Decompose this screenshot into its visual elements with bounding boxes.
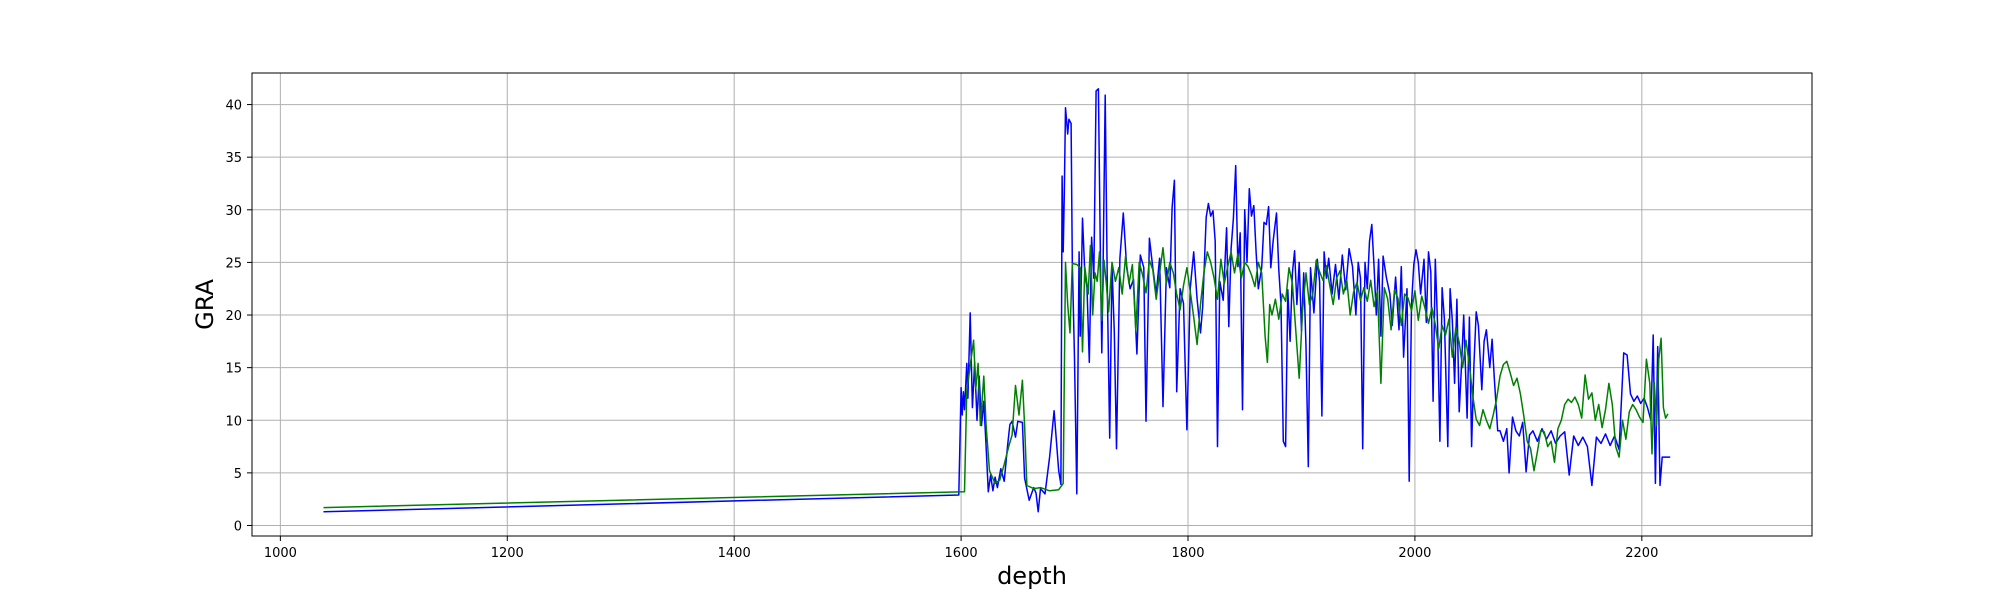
y-tick-label: 35 <box>225 151 242 166</box>
x-tick-label: 2200 <box>1625 546 1658 561</box>
y-axis-label: GRA <box>191 279 219 330</box>
x-axis-label: depth <box>997 562 1067 590</box>
series-line-1 <box>323 88 1671 513</box>
y-tick-label: 30 <box>225 204 242 219</box>
y-tick-label: 5 <box>234 467 242 482</box>
x-tick-label: 1800 <box>1171 546 1204 561</box>
series-group <box>323 88 1671 513</box>
axis-ticks: 1000 1200 1400 1600 1800 2000 2200 0 5 10 15 20 25 30… <box>225 99 1658 561</box>
y-tick-label: 40 <box>225 99 242 114</box>
y-tick-label: 25 <box>225 256 242 271</box>
y-tick-label: 0 <box>234 519 242 534</box>
y-tick-label: 15 <box>225 362 242 377</box>
x-tick-label: 1000 <box>264 546 297 561</box>
x-tick-label: 1200 <box>491 546 524 561</box>
x-tick-label: 2000 <box>1398 546 1431 561</box>
series-line-2 <box>323 244 1669 509</box>
y-tick-label: 20 <box>225 309 242 324</box>
x-tick-label: 1400 <box>718 546 751 561</box>
x-tick-label: 1600 <box>945 546 978 561</box>
y-tick-label: 10 <box>225 414 242 429</box>
plot-frame <box>251 72 1813 537</box>
grid <box>252 73 1812 536</box>
